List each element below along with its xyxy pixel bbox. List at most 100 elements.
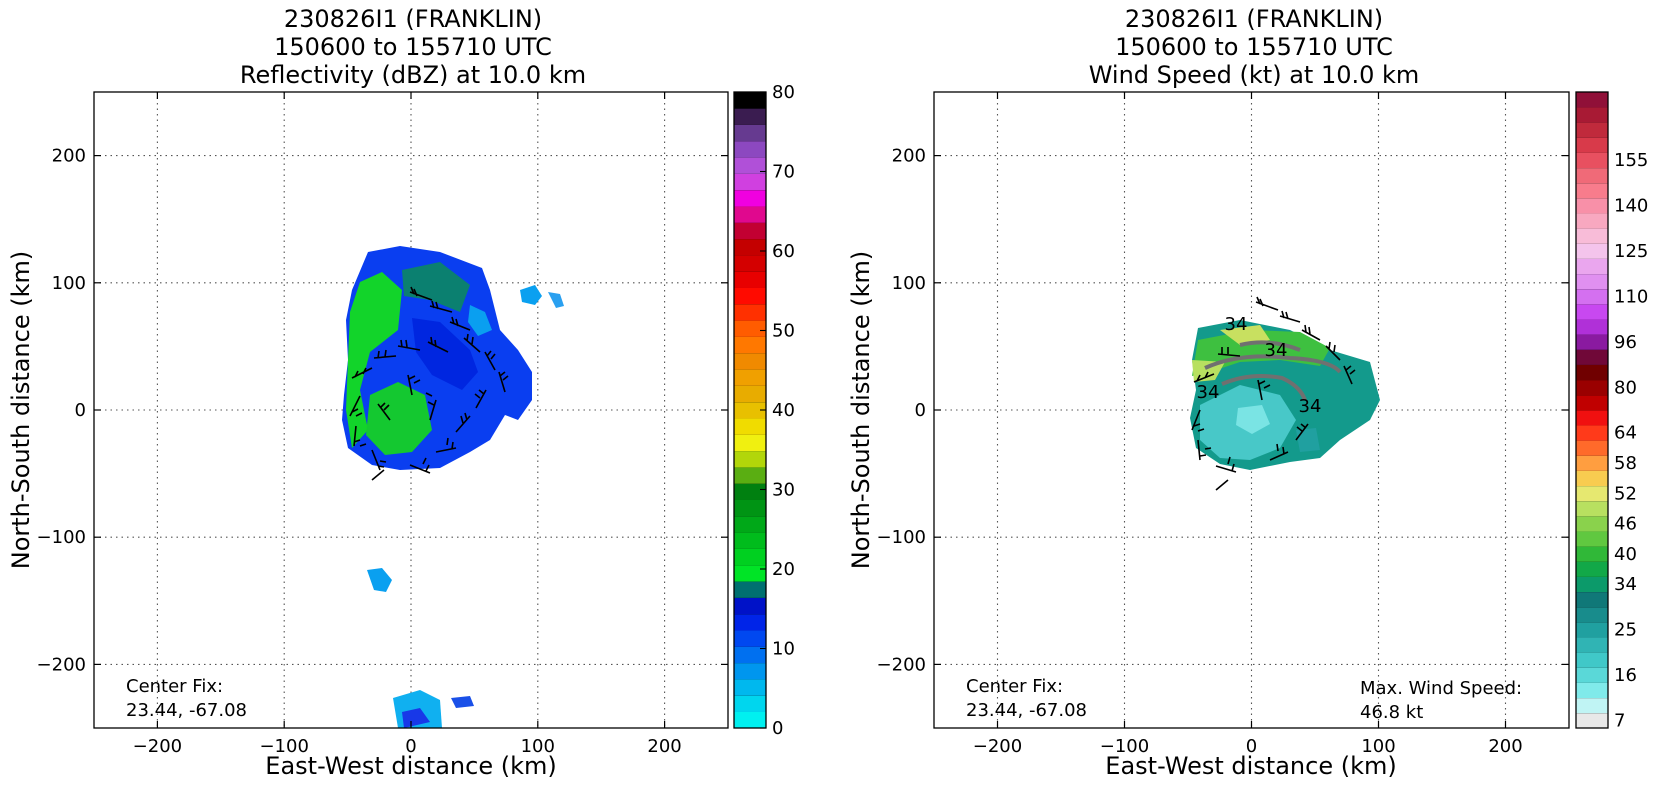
colorbar-bin bbox=[734, 450, 766, 468]
contour-label: 34 bbox=[1299, 396, 1322, 417]
y-tick-label: −200 bbox=[877, 654, 926, 675]
reflectivity-center-fix-label: Center Fix: bbox=[126, 676, 223, 697]
colorbar-bin bbox=[1576, 561, 1608, 577]
wind-speed-center-fix-value: 23.44, -67.08 bbox=[966, 700, 1087, 721]
colorbar-tick-label: 10 bbox=[772, 639, 795, 660]
colorbar-bin bbox=[1576, 652, 1608, 668]
wind-speed-contour-labels: 34 34 34 34 bbox=[1197, 314, 1322, 417]
colorbar-bin bbox=[1576, 122, 1608, 138]
echo-south-cell bbox=[367, 568, 392, 592]
chart-title-line-2: 150600 to 155710 UTC bbox=[274, 33, 552, 61]
colorbar-bin bbox=[734, 124, 766, 142]
wind-east-patch bbox=[1296, 428, 1320, 452]
colorbar-bin bbox=[734, 630, 766, 647]
colorbar-bin bbox=[1576, 712, 1608, 729]
colorbar-bin bbox=[734, 189, 766, 207]
max-wind-speed-label: Max. Wind Speed: bbox=[1360, 678, 1522, 699]
colorbar-tick-label: 80 bbox=[1614, 377, 1637, 398]
x-tick-label: −100 bbox=[259, 736, 308, 757]
colorbar-bin bbox=[1576, 364, 1608, 381]
colorbar-bin bbox=[1576, 107, 1608, 123]
echo-east-band bbox=[412, 318, 478, 390]
wind-speed-panel: 230826I1 (FRANKLIN) 150600 to 155710 UTC… bbox=[847, 5, 1648, 780]
colorbar-bin bbox=[734, 532, 766, 549]
colorbar-tick-label: 7 bbox=[1614, 710, 1625, 731]
colorbar-tick-label: 50 bbox=[772, 321, 795, 342]
colorbar-bin bbox=[1576, 500, 1608, 517]
colorbar-tick-label: 0 bbox=[772, 718, 783, 739]
x-tick-label: −100 bbox=[1100, 736, 1149, 757]
reflectivity-x-axis-label: East-West distance (km) bbox=[265, 752, 556, 780]
colorbar-bin bbox=[734, 613, 766, 631]
colorbar-bin bbox=[734, 434, 766, 452]
echo-far-south-core bbox=[402, 708, 430, 728]
x-tick-label: 200 bbox=[1488, 736, 1522, 757]
max-wind-speed-value: 46.8 kt bbox=[1360, 702, 1423, 723]
reflectivity-y-axis-label: North-South distance (km) bbox=[7, 251, 35, 570]
colorbar-bin bbox=[1576, 697, 1608, 714]
colorbar-tick-label: 64 bbox=[1614, 423, 1637, 444]
colorbar-bin bbox=[1576, 485, 1608, 502]
colorbar-bin bbox=[1576, 379, 1608, 396]
colorbar-bin bbox=[734, 222, 766, 240]
colorbar-bin bbox=[1576, 152, 1608, 169]
colorbar-bin bbox=[734, 271, 766, 288]
chart-title-line-2: 150600 to 155710 UTC bbox=[1115, 33, 1393, 61]
colorbar-bin bbox=[734, 646, 766, 664]
colorbar-bin bbox=[734, 662, 766, 680]
echo-east-outer bbox=[468, 305, 492, 336]
colorbar-bin bbox=[1576, 606, 1608, 623]
colorbar-bin bbox=[1576, 425, 1608, 441]
colorbar-tick-label: 96 bbox=[1614, 332, 1637, 353]
colorbar-bin bbox=[734, 597, 766, 615]
colorbar-tick-label: 58 bbox=[1614, 453, 1637, 474]
wind-speed-axis-ticks: −200 −100 0 100 200 −200 −100 0 100 200 bbox=[877, 92, 1569, 757]
echo-outlier-2 bbox=[548, 292, 564, 308]
colorbar-bin bbox=[734, 352, 766, 370]
colorbar-bin bbox=[734, 108, 766, 125]
reflectivity-colorbar: 0 10 20 30 40 50 60 70 80 bbox=[734, 82, 795, 739]
y-tick-label: 200 bbox=[52, 146, 86, 167]
colorbar-bin bbox=[734, 679, 766, 696]
colorbar-tick-label: 80 bbox=[772, 82, 795, 103]
colorbar-bin bbox=[734, 483, 766, 500]
colorbar-tick-label: 30 bbox=[772, 480, 795, 501]
colorbar-bin bbox=[1576, 258, 1608, 275]
x-tick-label: 200 bbox=[647, 736, 681, 757]
x-tick-label: 100 bbox=[521, 736, 555, 757]
colorbar-tick-label: 52 bbox=[1614, 483, 1637, 504]
colorbar-bin bbox=[734, 467, 766, 484]
colorbar-bin bbox=[1576, 440, 1608, 456]
colorbar-tick-label: 46 bbox=[1614, 514, 1637, 535]
colorbar-tick-label: 40 bbox=[772, 400, 795, 421]
contour-label: 34 bbox=[1225, 314, 1248, 335]
x-tick-label: 100 bbox=[1361, 736, 1395, 757]
colorbar-bin bbox=[1576, 273, 1608, 290]
colorbar-bin bbox=[734, 320, 766, 337]
wind-speed-grid bbox=[934, 92, 1569, 728]
colorbar-tick-label: 140 bbox=[1614, 196, 1648, 217]
colorbar-bin bbox=[734, 548, 766, 566]
y-tick-label: 0 bbox=[75, 400, 86, 421]
colorbar-bin bbox=[734, 140, 766, 158]
colorbar-tick-label: 40 bbox=[1614, 544, 1637, 565]
colorbar-bin bbox=[1576, 591, 1608, 608]
wind-speed-contours bbox=[1204, 340, 1342, 401]
echo-far-south-east bbox=[451, 696, 474, 708]
colorbar-bin bbox=[1576, 319, 1608, 335]
wind-eye bbox=[1236, 405, 1270, 434]
colorbar-tick-label: 34 bbox=[1614, 574, 1637, 595]
reflectivity-grid bbox=[94, 92, 728, 728]
chart-title-line-3: Wind Speed (kt) at 10.0 km bbox=[1089, 61, 1420, 89]
wind-north-band bbox=[1192, 330, 1330, 376]
colorbar-bin bbox=[1576, 334, 1608, 350]
wind-speed-x-axis-label: East-West distance (km) bbox=[1105, 752, 1396, 780]
echo-outlier-1 bbox=[520, 285, 542, 305]
echo-north-patch bbox=[402, 262, 470, 312]
colorbar-bin bbox=[1576, 394, 1608, 411]
colorbar-bin bbox=[1576, 182, 1608, 199]
colorbar-bin bbox=[1576, 470, 1608, 487]
colorbar-tick-label: 110 bbox=[1614, 286, 1648, 307]
colorbar-bin bbox=[734, 564, 766, 582]
y-tick-label: 100 bbox=[892, 273, 926, 294]
